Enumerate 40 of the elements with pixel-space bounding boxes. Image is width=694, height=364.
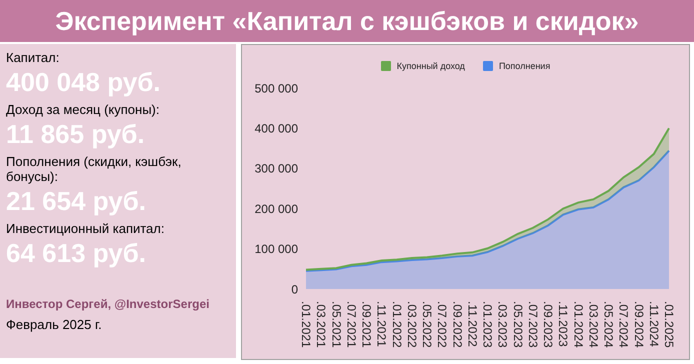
y-tick-label: 100 000 <box>254 242 298 256</box>
x-tick-label: .09.2022 <box>450 301 464 348</box>
y-tick-label: 0 <box>291 282 298 296</box>
x-tick-label: .03.2024 <box>586 301 600 348</box>
text: Капитал: <box>6 50 60 65</box>
legend-label: Пополнения <box>498 61 550 71</box>
x-tick-label: .11.2023 <box>556 301 570 348</box>
x-tick-label: .03.2022 <box>404 301 419 348</box>
legend-label: Купонный доход <box>396 61 465 71</box>
x-tick-label: .07.2022 <box>435 301 450 348</box>
text: Эксперимент «Капитал с кэшбэков и скидок» <box>0 0 694 42</box>
y-tick-label: 300 000 <box>254 162 298 176</box>
x-tick-label: .11.2024 <box>646 301 661 348</box>
x-tick-label: .07.2024 <box>616 301 631 348</box>
x-tick-label: .09.2021 <box>360 301 374 348</box>
x-tick-label: .11.2022 <box>465 301 480 348</box>
x-tick-label: .07.2023 <box>526 301 540 348</box>
x-tick-label: .05.2022 <box>420 301 434 348</box>
x-tick-label: .05.2021 <box>329 301 344 348</box>
x-tick-label: .05.2023 <box>510 301 525 348</box>
x-tick-label: .11.2021 <box>374 301 389 348</box>
text: Доход за месяц (купоны): <box>6 102 160 117</box>
y-tick-label: 400 000 <box>254 121 298 136</box>
y-tick-label: 500 000 <box>254 81 298 96</box>
x-tick-label: .09.2024 <box>632 301 646 348</box>
text: Инвестор Сергей, @InvestorSergei <box>6 297 210 311</box>
y-tick-label: 200 000 <box>254 202 298 216</box>
x-tick-label: .01.2024 <box>571 301 586 348</box>
x-tick-label: .01.2021 <box>299 301 313 348</box>
x-tick-label: .01.2022 <box>390 301 404 348</box>
text: Пополнения (скидки, кэшбэк, бонусы): <box>6 154 182 184</box>
x-tick-label: .07.2021 <box>344 301 358 348</box>
x-tick-label: .05.2024 <box>602 301 616 348</box>
x-tick-label: .01.2025 <box>662 301 676 348</box>
text: Инвестиционный капитал: <box>6 221 166 236</box>
x-tick-label: .03.2023 <box>496 301 510 348</box>
x-tick-label: .09.2023 <box>541 301 555 348</box>
x-tick-label: .01.2023 <box>480 301 494 348</box>
text: Февраль 2025 г. <box>6 317 103 332</box>
x-tick-label: .03.2021 <box>314 301 328 348</box>
